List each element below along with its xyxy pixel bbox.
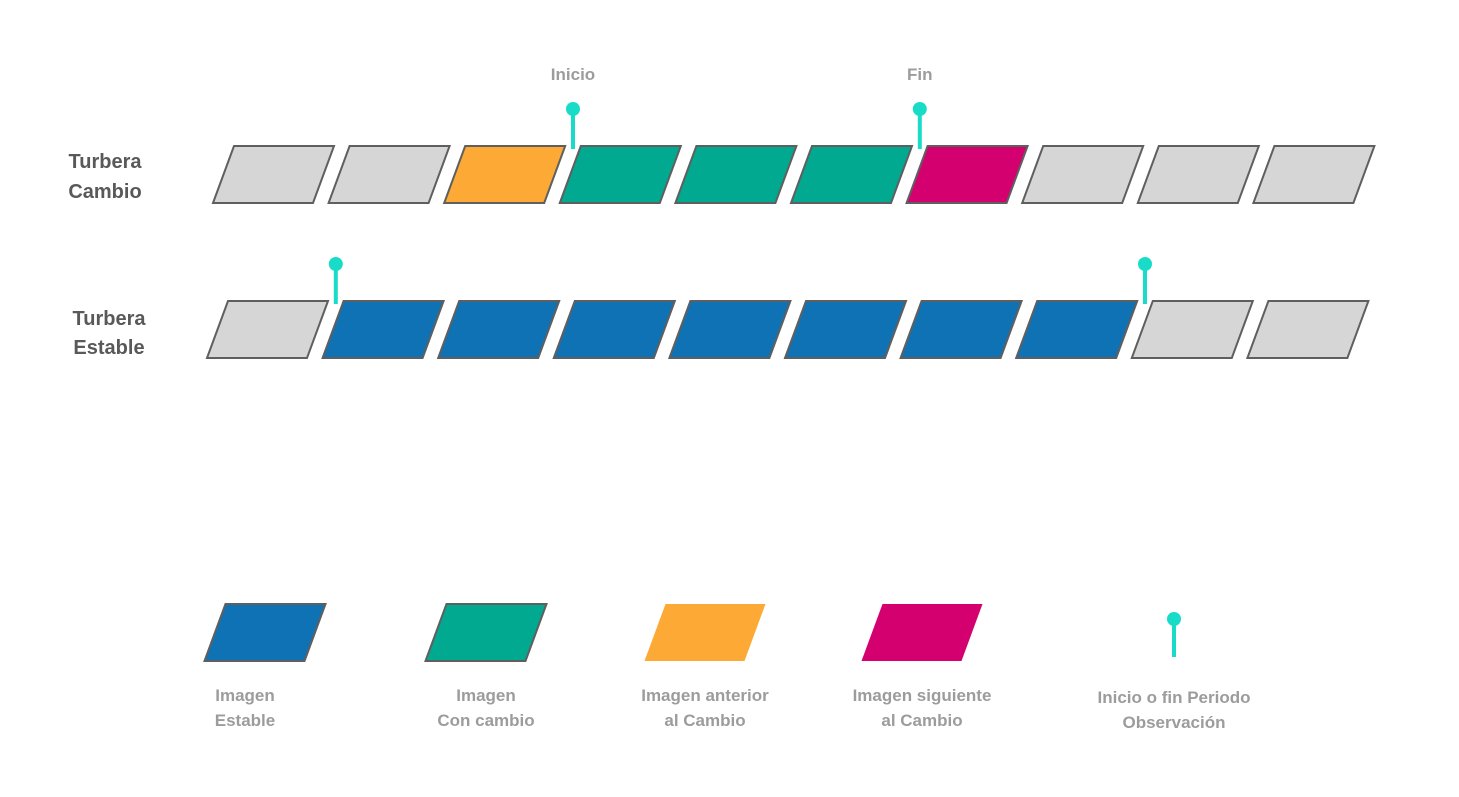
marker-label-inicio: Inicio — [551, 65, 595, 84]
legend-label-line1: Imagen — [456, 686, 516, 705]
row-turbera-estable: Turbera Estable — [73, 257, 1370, 359]
legend-label-line2: al Cambio — [881, 711, 962, 730]
row-label-line2: Estable — [73, 337, 144, 359]
legend-item-periodo: Inicio o fin Periodo Observación — [1098, 612, 1251, 732]
marker-dot — [328, 257, 343, 271]
legend-swatch-green — [424, 603, 548, 662]
image-cell-green — [673, 145, 798, 204]
row-label-line1: Turbera — [69, 151, 143, 173]
image-cell-gray — [205, 300, 330, 359]
legend-marker-dot — [1167, 612, 1181, 626]
image-cell-orange — [442, 145, 567, 204]
image-cell-blue — [667, 300, 792, 359]
image-cell-gray — [1251, 145, 1376, 204]
image-cell-blue — [783, 300, 908, 359]
marker-dot — [1138, 257, 1152, 271]
legend-label-line2: Estable — [215, 711, 275, 730]
image-cell-blue — [1014, 300, 1139, 359]
legend-label-line2: al Cambio — [664, 711, 745, 730]
legend-item-estable: Imagen Estable — [203, 603, 327, 730]
marker-inicio: Inicio — [551, 65, 595, 149]
marker-fin: Fin — [907, 65, 933, 149]
image-cell-gray — [1245, 300, 1370, 359]
legend-item-siguiente: Imagen siguiente al Cambio — [853, 604, 992, 730]
marker-end — [1138, 257, 1152, 304]
legend-label-line2: Observación — [1123, 713, 1226, 732]
marker-start — [328, 257, 343, 304]
image-cell-gray — [1020, 145, 1145, 204]
timeline-rows: Turbera Cambio Inicio Fin Turbera Estable — [68, 65, 1376, 359]
image-cell-pink — [905, 145, 1030, 204]
image-cell-gray — [327, 145, 452, 204]
image-cell-gray — [1130, 300, 1255, 359]
image-cell-gray — [211, 145, 336, 204]
marker-label-fin: Fin — [907, 65, 933, 84]
image-cell-green — [789, 145, 914, 204]
legend-item-anterior: Imagen anterior al Cambio — [641, 604, 769, 730]
row-turbera-cambio: Turbera Cambio Inicio Fin — [68, 65, 1376, 204]
legend-item-con-cambio: Imagen Con cambio — [424, 603, 548, 730]
row-label-line1: Turbera — [73, 308, 147, 330]
legend-swatch-pink — [861, 604, 983, 661]
legend-swatch-orange — [644, 604, 766, 661]
image-cell-blue — [321, 300, 446, 359]
legend-label-line1: Imagen anterior — [641, 686, 769, 705]
row-label-line2: Cambio — [68, 181, 141, 203]
marker-dot — [566, 102, 580, 116]
legend-label-line2: Con cambio — [437, 711, 534, 730]
legend-label-line1: Inicio o fin Periodo — [1098, 688, 1251, 707]
image-cell-blue — [552, 300, 677, 359]
image-cell-gray — [1136, 145, 1261, 204]
legend-label-line1: Imagen siguiente — [853, 686, 992, 705]
image-cell-green — [558, 145, 683, 204]
image-cell-blue — [436, 300, 561, 359]
legend: Imagen Estable Imagen Con cambio Imagen ante… — [203, 603, 1251, 732]
image-cell-blue — [899, 300, 1024, 359]
legend-swatch-blue — [203, 603, 327, 662]
marker-dot — [912, 102, 927, 116]
legend-label-line1: Imagen — [215, 686, 275, 705]
